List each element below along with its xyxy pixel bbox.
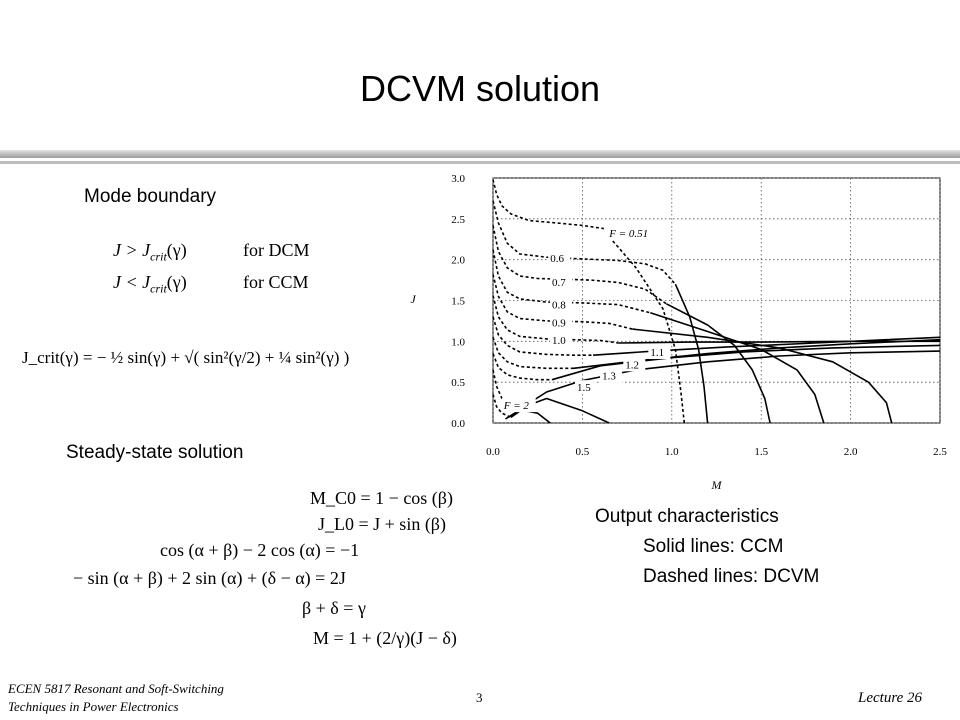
ccm-condition-label: for CCM bbox=[243, 272, 309, 292]
mode-boundary-heading: Mode boundary bbox=[84, 186, 217, 207]
curve-label: 1.2 bbox=[625, 359, 639, 371]
y-tick-label: 0.0 bbox=[451, 418, 465, 430]
equation-jl0: J_L0 = J + sin (β) bbox=[318, 514, 446, 534]
ccm-curve-17 bbox=[593, 336, 941, 356]
dcvm-curve-11 bbox=[608, 236, 686, 424]
x-tick-label: 1.0 bbox=[665, 446, 679, 458]
y-tick-label: 2.5 bbox=[451, 214, 465, 226]
curve-label-bg bbox=[550, 297, 573, 312]
footer-course-line1: ECEN 5817 Resonant and Soft-Switching bbox=[8, 681, 224, 696]
curve-label-bg bbox=[600, 368, 623, 383]
curve-label: 0.6 bbox=[550, 253, 564, 265]
dcvm-curve-3 bbox=[492, 249, 651, 314]
ccm-curve-19 bbox=[551, 344, 941, 381]
dcvm-curve-10 bbox=[492, 394, 512, 419]
curve-label-bg bbox=[648, 345, 671, 360]
equation-m: M = 1 + (2/γ)(J − δ) bbox=[313, 628, 457, 648]
dcm-condition-label: for DCM bbox=[243, 240, 310, 260]
y-tick-label: 1.0 bbox=[451, 336, 465, 348]
ccm-curve-15 bbox=[632, 328, 893, 424]
x-tick-label: 0.0 bbox=[486, 446, 500, 458]
dcm-condition: J > Jcrit(γ) bbox=[113, 240, 187, 264]
curve-label-bg bbox=[575, 380, 598, 395]
dcvm-curve-6 bbox=[492, 316, 594, 357]
y-tick-label: 1.5 bbox=[451, 296, 465, 308]
output-char-dashed: Dashed lines: DCVM bbox=[643, 566, 820, 587]
slide-title: DCVM solution bbox=[359, 68, 601, 109]
curve-label-bg bbox=[623, 357, 646, 372]
x-tick-label: 0.5 bbox=[576, 446, 590, 458]
curve-label-bg bbox=[550, 274, 573, 289]
curve-label-bg bbox=[550, 315, 573, 330]
y-tick-label: 0.5 bbox=[451, 377, 465, 389]
y-tick-label: 3.0 bbox=[451, 173, 465, 185]
ccm-curve-13 bbox=[666, 303, 771, 424]
dcvm-curve-7 bbox=[492, 337, 574, 370]
dcvm-curve-1 bbox=[492, 200, 676, 285]
footer-course-line2: Techniques in Power Electronics bbox=[8, 699, 179, 714]
curve-label-bg bbox=[548, 251, 571, 266]
curve-label: 0.7 bbox=[552, 277, 566, 289]
x-axis-label: M bbox=[711, 478, 723, 492]
equation-sin: − sin (α + β) + 2 sin (α) + (δ − α) = 2J bbox=[73, 568, 346, 588]
curve-label: F = 0.51 bbox=[608, 228, 648, 240]
x-tick-label: 2.5 bbox=[933, 446, 947, 458]
ccm-curve-12 bbox=[674, 283, 709, 424]
title-rule-thin bbox=[0, 161, 960, 164]
output-char-heading: Output characteristics bbox=[595, 506, 779, 527]
footer-lecture: Lecture 26 bbox=[858, 690, 923, 706]
y-tick-label: 2.0 bbox=[451, 255, 465, 267]
curve-label: F = 2 bbox=[503, 400, 530, 412]
equation-gamma: β + δ = γ bbox=[302, 598, 366, 618]
curve-label: 1.5 bbox=[577, 382, 591, 394]
equation-cos: cos (α + β) − 2 cos (α) = −1 bbox=[160, 540, 360, 560]
x-tick-label: 1.5 bbox=[754, 446, 768, 458]
x-tick-label: 2.0 bbox=[844, 446, 858, 458]
ccm-condition: J < Jcrit(γ) bbox=[113, 272, 187, 296]
curve-label: 1.3 bbox=[602, 371, 616, 383]
dcvm-curve-0 bbox=[492, 179, 605, 230]
curve-label-bg bbox=[607, 225, 660, 240]
footer-page-number: 3 bbox=[476, 690, 483, 705]
curve-label: 1.0 bbox=[552, 335, 566, 347]
curve-label: 0.9 bbox=[552, 318, 566, 330]
ccm-curve-20 bbox=[519, 350, 941, 410]
equation-mc0: M_C0 = 1 − cos (β) bbox=[310, 488, 453, 508]
jcrit-formula: J_crit(γ) = − ½ sin(γ) + √( sin²(γ/2) + … bbox=[22, 348, 350, 367]
y-axis-label: J bbox=[410, 292, 416, 306]
dcvm-curve-8 bbox=[492, 353, 552, 381]
output-char-solid: Solid lines: CCM bbox=[643, 536, 784, 557]
dcvm-curve-4 bbox=[492, 274, 633, 330]
curve-label-bg bbox=[550, 332, 573, 347]
curve-label: 1.1 bbox=[650, 347, 664, 359]
ccm-curve-14 bbox=[650, 312, 825, 424]
curve-label: 0.8 bbox=[552, 300, 566, 312]
curve-label-bg bbox=[501, 398, 536, 413]
steady-state-heading: Steady-state solution bbox=[66, 442, 244, 463]
footer-course: ECEN 5817 Resonant and Soft-Switching Te… bbox=[8, 680, 224, 716]
dcvm-curve-2 bbox=[492, 225, 667, 305]
title-rule-thick bbox=[0, 150, 960, 158]
dcvm-curve-5 bbox=[492, 295, 619, 344]
